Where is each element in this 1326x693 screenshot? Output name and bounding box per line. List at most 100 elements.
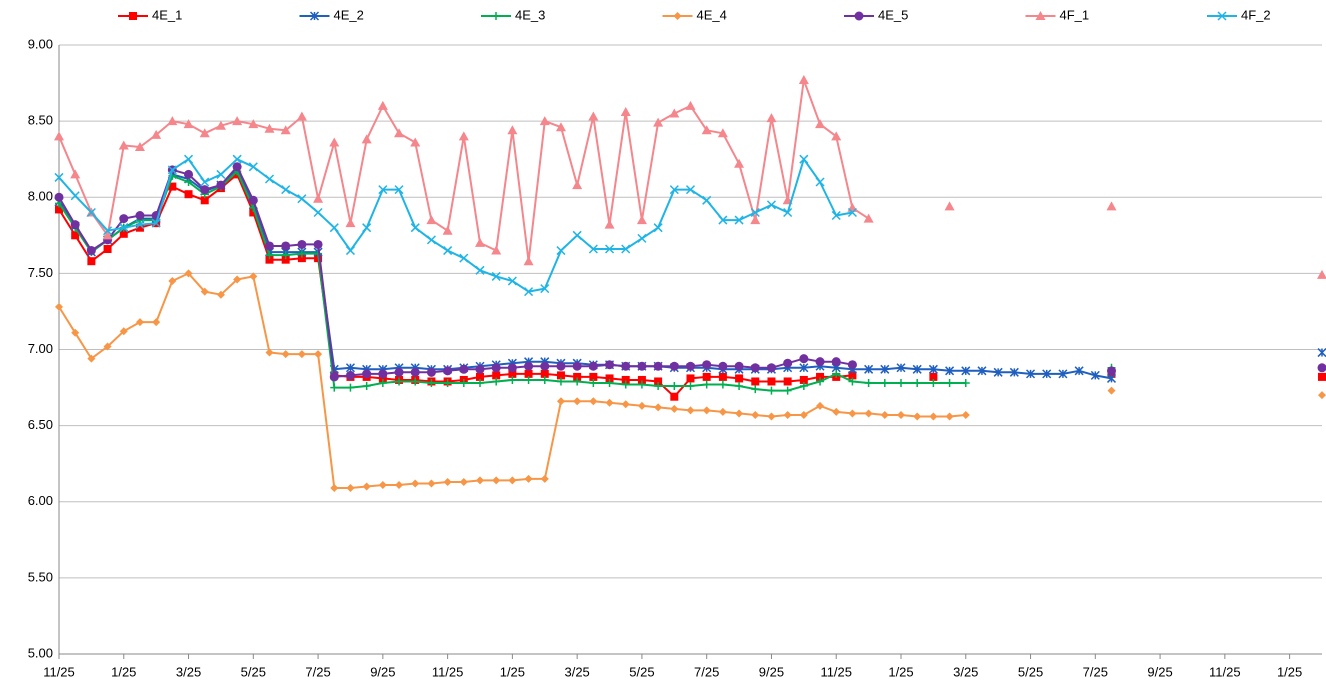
data-point: [783, 386, 792, 395]
data-point: [670, 382, 679, 391]
data-point: [280, 125, 291, 135]
data-point: [1026, 369, 1036, 379]
legend-marker: [1217, 11, 1227, 21]
data-point: [929, 412, 938, 421]
data-point: [621, 244, 631, 254]
data-point: [799, 154, 809, 164]
data-point: [330, 383, 339, 392]
x-tick-label: 1/25: [1277, 664, 1302, 679]
data-point: [864, 364, 874, 374]
data-point: [847, 360, 857, 370]
data-point: [540, 375, 549, 384]
data-point: [458, 131, 469, 141]
data-point: [832, 369, 841, 378]
x-tick-label: 3/25: [953, 664, 978, 679]
data-point: [816, 377, 825, 386]
data-point: [265, 251, 274, 260]
legend-marker: [673, 12, 682, 20]
data-point: [540, 369, 549, 378]
data-point: [556, 377, 565, 386]
data-point: [816, 401, 825, 410]
data-point: [783, 207, 793, 218]
data-point: [815, 119, 826, 129]
data-point: [86, 207, 96, 218]
data-point: [297, 254, 306, 263]
data-point: [831, 210, 841, 221]
data-point: [604, 219, 615, 229]
data-point: [702, 372, 711, 381]
data-point: [556, 246, 566, 256]
data-point: [621, 361, 631, 371]
data-point: [1074, 366, 1084, 376]
legend-label: 4F_2: [1241, 7, 1271, 22]
data-point: [492, 377, 501, 386]
x-tick-label: 1/25: [500, 664, 525, 679]
data-point: [119, 223, 129, 233]
data-point: [669, 361, 679, 371]
data-point: [378, 374, 387, 383]
data-point: [1009, 367, 1019, 377]
data-point: [637, 361, 647, 371]
data-point: [361, 134, 372, 144]
data-point: [589, 397, 598, 406]
data-point: [459, 378, 468, 387]
data-point: [669, 185, 679, 195]
data-point: [799, 375, 808, 384]
legend-label: 4E_5: [878, 7, 908, 22]
data-point: [734, 361, 744, 371]
data-point: [200, 196, 209, 205]
data-point: [297, 249, 306, 258]
data-point: [864, 378, 873, 387]
data-point: [475, 237, 485, 247]
x-tick-label: 9/25: [1147, 664, 1172, 679]
data-point: [686, 361, 695, 371]
y-tick-label: 7.00: [28, 341, 53, 356]
data-point: [669, 108, 680, 118]
data-point: [507, 363, 517, 373]
data-point: [929, 372, 938, 381]
data-point: [913, 412, 922, 421]
data-point: [961, 410, 970, 419]
data-point: [573, 397, 582, 406]
data-point: [264, 174, 275, 184]
data-point: [539, 116, 550, 126]
data-point: [767, 377, 776, 386]
data-point: [377, 100, 388, 110]
data-point: [54, 131, 64, 141]
data-point: [118, 140, 129, 150]
data-point: [476, 476, 484, 485]
data-point: [573, 372, 582, 381]
data-point: [232, 116, 243, 126]
data-point: [362, 382, 371, 391]
data-point: [880, 378, 889, 387]
data-point: [443, 477, 452, 486]
data-point: [654, 403, 663, 412]
legend-label: 4F_1: [1060, 7, 1090, 22]
data-point: [621, 380, 630, 389]
data-point: [507, 276, 517, 286]
data-point: [265, 348, 274, 357]
y-tick-label: 5.00: [28, 645, 53, 660]
data-point: [167, 165, 177, 175]
data-point: [783, 410, 792, 419]
data-point: [232, 154, 242, 164]
data-point: [524, 287, 534, 297]
data-point: [621, 375, 630, 384]
data-point: [119, 229, 128, 238]
data-point: [897, 378, 905, 387]
y-tick-label: 5.50: [28, 569, 53, 584]
data-point: [394, 367, 404, 377]
y-tick-label: 8.00: [28, 189, 53, 204]
data-point: [912, 364, 922, 374]
data-point: [1042, 369, 1052, 379]
y-tick-label: 7.50: [28, 265, 53, 280]
data-point: [71, 231, 80, 240]
data-point: [297, 194, 307, 204]
data-point: [378, 378, 387, 387]
data-point: [103, 245, 112, 254]
data-point: [184, 190, 193, 199]
data-point: [476, 378, 484, 387]
data-point: [816, 372, 825, 381]
data-point: [411, 377, 420, 386]
data-point: [200, 185, 210, 195]
